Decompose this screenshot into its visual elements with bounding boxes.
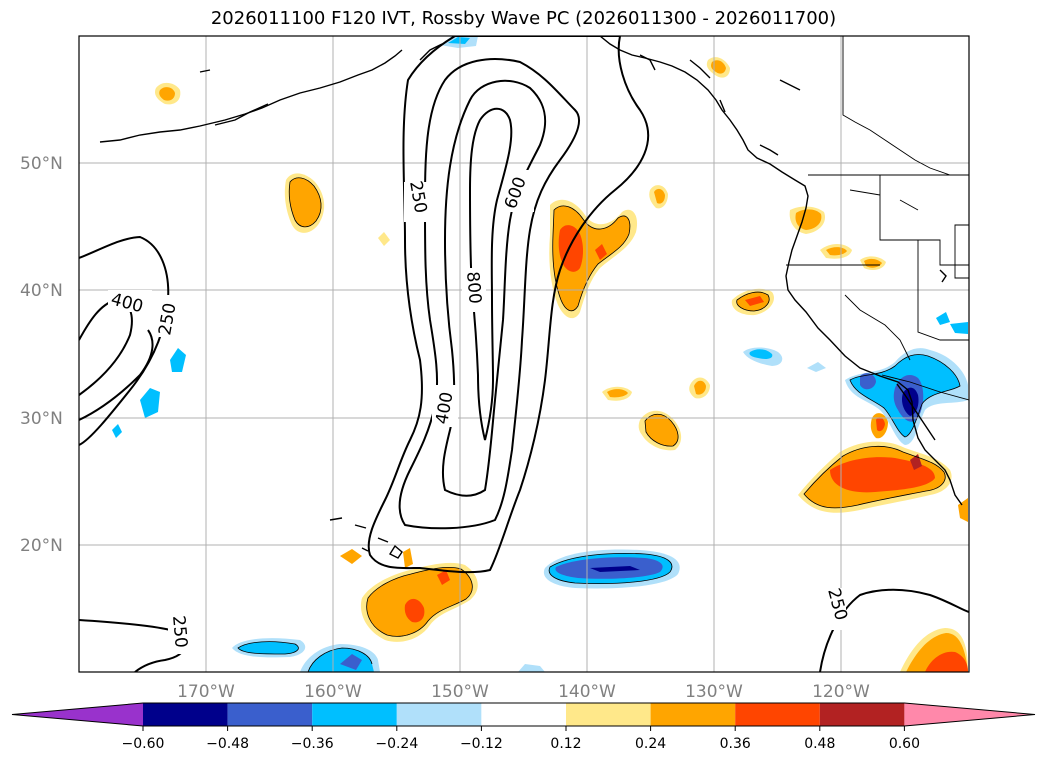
lon-label: 140°W xyxy=(558,682,616,702)
colorbar-tick-label: 0.60 xyxy=(889,736,920,752)
contour-labels: 250 600 800 400 400 250 250 250 xyxy=(108,170,851,654)
coastlines xyxy=(99,36,963,559)
gridlines xyxy=(79,36,969,672)
colorbar-tick-label: −0.36 xyxy=(291,736,334,752)
colorbar-tick-label: 0.24 xyxy=(635,736,666,752)
colorbar-box xyxy=(312,703,397,726)
colorbar-tick-label: 0.12 xyxy=(550,736,581,752)
positive-shading xyxy=(155,57,968,672)
colorbar-tick-label: 0.36 xyxy=(720,736,751,752)
colorbar-tick-label: −0.48 xyxy=(206,736,249,752)
contour-label: 250 xyxy=(168,615,191,649)
colorbar-extend-max xyxy=(904,703,1035,726)
colorbar-extend-min xyxy=(12,703,143,726)
ivt-contours xyxy=(79,36,969,672)
colorbar-box xyxy=(143,703,228,726)
lat-label: 40°N xyxy=(20,281,63,301)
colorbar-box xyxy=(227,703,313,726)
contour-label: 800 xyxy=(462,271,485,305)
lat-label: 30°N xyxy=(20,409,63,429)
lat-label: 20°N xyxy=(20,536,63,556)
lat-label: 50°N xyxy=(20,154,63,174)
colorbar-box xyxy=(396,703,482,726)
colorbar: −0.60 −0.48 −0.36 −0.24 −0.12 0.12 0.24 0.36 0.4… xyxy=(11,702,1036,752)
map-frame xyxy=(78,35,970,673)
colorbar-tick-label: −0.60 xyxy=(122,736,165,752)
latitude-labels: 50°N 40°N 30°N 20°N xyxy=(20,154,63,556)
colorbar-box xyxy=(481,703,566,726)
map-plot-area: 250 600 800 400 400 250 250 250 xyxy=(79,36,969,672)
colorbar-tick-label: −0.24 xyxy=(375,736,418,752)
borders xyxy=(786,36,969,401)
colorbar-box xyxy=(735,703,820,726)
lon-label: 150°W xyxy=(431,682,489,702)
negative-shading xyxy=(112,36,968,672)
lon-label: 160°W xyxy=(304,682,362,702)
longitude-labels: 170°W 160°W 150°W 140°W 130°W 120°W xyxy=(177,682,870,702)
colorbar-box xyxy=(819,703,905,726)
lon-label: 120°W xyxy=(812,682,870,702)
colorbar-tick-label: 0.48 xyxy=(804,736,835,752)
shading-outlines xyxy=(237,177,961,672)
figure-title: 2026011100 F120 IVT, Rossby Wave PC (202… xyxy=(210,8,837,29)
colorbar-box xyxy=(650,703,736,726)
lon-label: 170°W xyxy=(177,682,235,702)
lon-label: 130°W xyxy=(685,682,743,702)
colorbar-box xyxy=(566,703,651,726)
colorbar-tick-label: −0.12 xyxy=(460,736,503,752)
